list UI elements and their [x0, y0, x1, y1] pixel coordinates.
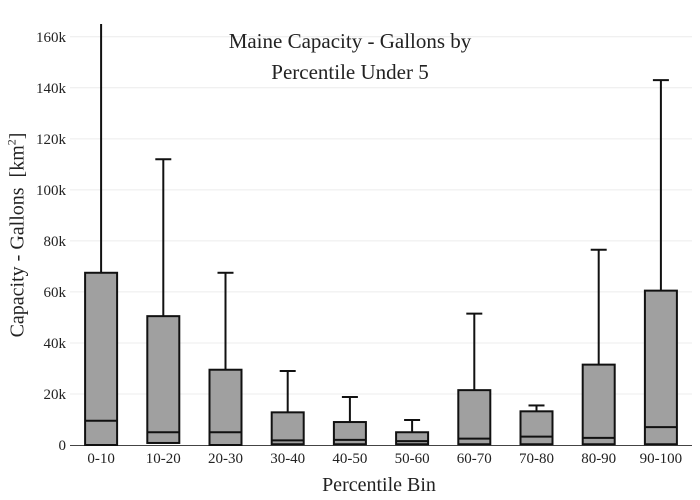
iqr-box	[395, 431, 430, 446]
box-0-10	[84, 24, 119, 447]
iqr-box	[581, 363, 616, 446]
x-tick-label: 40-50	[332, 451, 367, 467]
y-axis-label-text: Capacity - Gallons	[6, 187, 29, 338]
y-tick-label: 40k	[44, 336, 67, 352]
x-tick-label: 80-90	[581, 451, 616, 467]
y-tick-label: 160k	[36, 30, 67, 46]
chart-title-line1: Maine Capacity - Gallons by	[228, 29, 472, 53]
y-tick-label: 140k	[36, 81, 67, 97]
y-tick-label: 120k	[36, 132, 67, 148]
chart-title-line2: Percentile Under 5	[271, 60, 429, 84]
y-axis-unit-suffix: ]	[6, 132, 29, 140]
iqr-box	[84, 271, 119, 447]
iqr-box	[457, 389, 492, 446]
box-40-50	[332, 396, 367, 446]
box-10-20	[146, 158, 181, 444]
box-70-80	[519, 404, 554, 446]
x-tick-label: 0-10	[87, 451, 115, 467]
iqr-box	[208, 368, 243, 447]
x-tick-label: 20-30	[208, 451, 243, 467]
y-tick-label: 0	[59, 438, 67, 454]
x-tick-label: 50-60	[395, 451, 430, 467]
y-axis: 0 20k 40k 60k 80k 100k 120k 140k 160k	[36, 30, 67, 454]
boxes	[84, 24, 678, 447]
x-tick-label: 30-40	[270, 451, 305, 467]
x-tick-label: 10-20	[146, 451, 181, 467]
y-axis-label: Capacity - Gallons [km2]	[5, 133, 30, 338]
y-tick-label: 20k	[44, 387, 67, 403]
iqr-box	[332, 421, 367, 446]
x-tick-label: 60-70	[457, 451, 492, 467]
box-20-30	[208, 271, 243, 447]
box-90-100	[643, 79, 678, 446]
y-tick-label: 80k	[44, 234, 67, 250]
box-50-60	[395, 418, 430, 446]
x-tick-label: 90-100	[640, 451, 683, 467]
box-30-40	[270, 370, 305, 446]
iqr-box	[146, 315, 181, 444]
x-tick-label: 70-80	[519, 451, 554, 467]
iqr-box	[519, 410, 554, 446]
y-tick-label: 60k	[44, 285, 67, 301]
x-axis: 0-10 10-20 20-30 30-40 40-50 50-60 60-70 70-80 8…	[70, 445, 692, 467]
box-80-90	[581, 248, 616, 446]
y-axis-unit-sup: 2	[4, 139, 19, 146]
y-tick-label: 100k	[36, 183, 67, 199]
box-60-70	[457, 312, 492, 446]
iqr-box	[643, 289, 678, 446]
y-axis-unit-prefix: [km	[6, 145, 29, 178]
x-axis-label: Percentile Bin	[322, 474, 436, 496]
iqr-box	[270, 411, 305, 446]
